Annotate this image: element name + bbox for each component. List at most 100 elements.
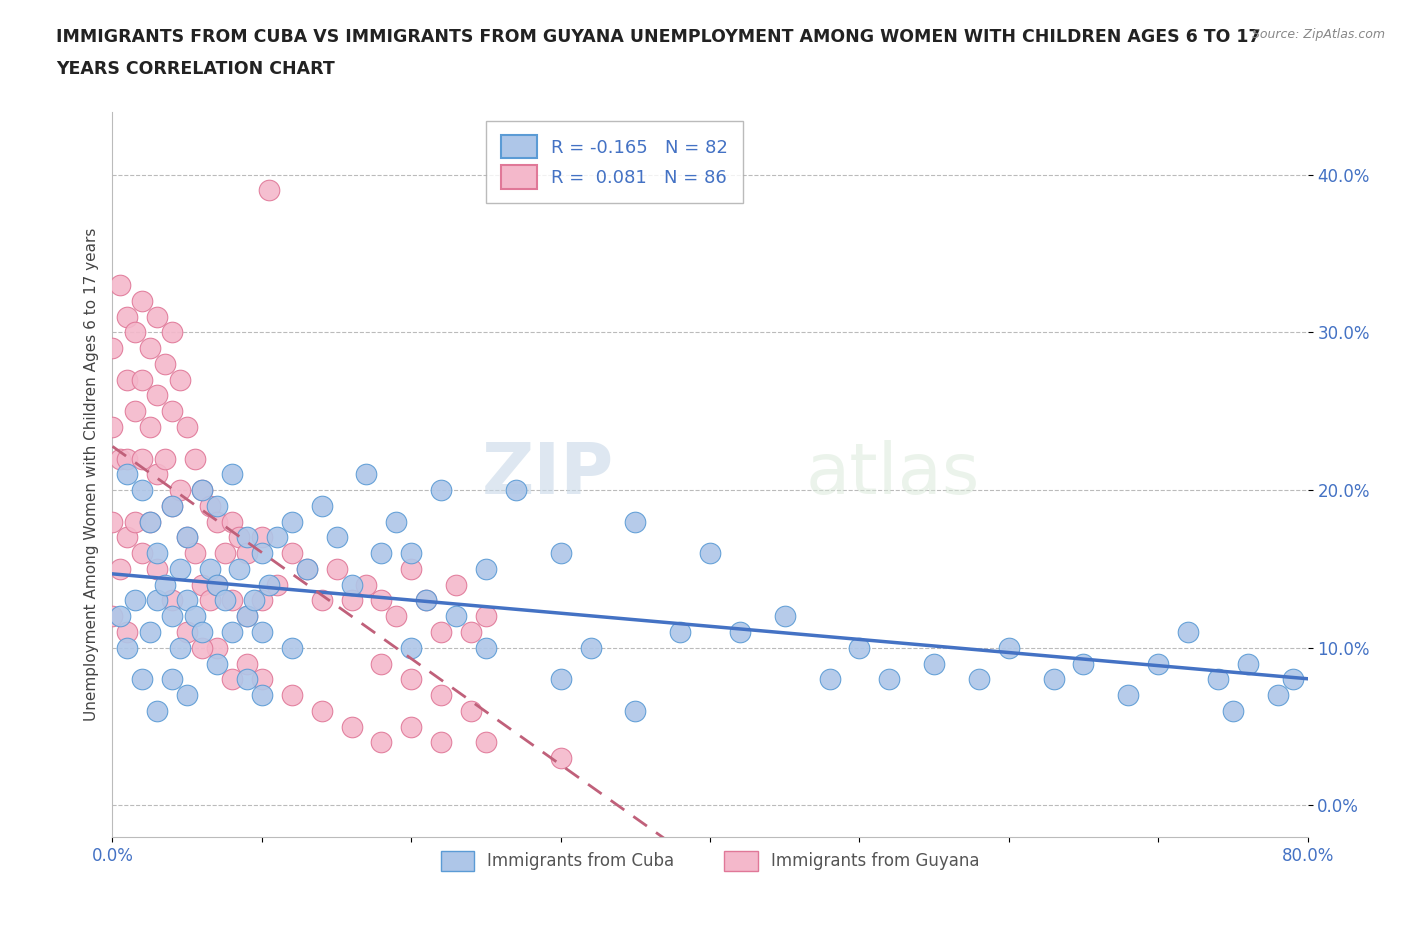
Point	[176, 687, 198, 702]
Point	[401, 719, 423, 734]
Point	[460, 625, 482, 640]
Point	[281, 687, 304, 702]
Point	[205, 498, 228, 513]
Point	[1206, 671, 1229, 686]
Point	[131, 671, 153, 686]
Point	[183, 451, 205, 466]
Point	[266, 530, 288, 545]
Point	[146, 593, 169, 608]
Point	[108, 451, 131, 466]
Text: IMMIGRANTS FROM CUBA VS IMMIGRANTS FROM GUYANA UNEMPLOYMENT AMONG WOMEN WITH CHI: IMMIGRANTS FROM CUBA VS IMMIGRANTS FROM …	[56, 28, 1261, 46]
Point	[624, 514, 647, 529]
Point	[117, 641, 139, 656]
Point	[236, 656, 259, 671]
Point	[1147, 656, 1170, 671]
Point	[550, 671, 572, 686]
Legend: Immigrants from Cuba, Immigrants from Guyana: Immigrants from Cuba, Immigrants from Gu…	[432, 843, 988, 880]
Point	[430, 625, 453, 640]
Point	[1281, 671, 1303, 686]
Point	[205, 578, 228, 592]
Point	[250, 625, 273, 640]
Point	[236, 609, 259, 624]
Point	[162, 404, 183, 418]
Point	[1177, 625, 1199, 640]
Point	[250, 593, 273, 608]
Point	[1118, 687, 1140, 702]
Point	[1267, 687, 1289, 702]
Point	[146, 546, 169, 561]
Point	[198, 498, 221, 513]
Point	[401, 671, 423, 686]
Point	[117, 451, 139, 466]
Point	[176, 593, 198, 608]
Point	[146, 309, 169, 324]
Point	[214, 546, 236, 561]
Point	[146, 562, 169, 577]
Point	[1042, 671, 1064, 686]
Point	[550, 546, 572, 561]
Point	[415, 593, 437, 608]
Point	[370, 593, 392, 608]
Point	[191, 625, 214, 640]
Point	[370, 546, 392, 561]
Point	[162, 498, 183, 513]
Point	[131, 372, 153, 387]
Point	[370, 656, 392, 671]
Point	[117, 467, 139, 482]
Point	[295, 562, 318, 577]
Point	[550, 751, 572, 765]
Text: YEARS CORRELATION CHART: YEARS CORRELATION CHART	[56, 60, 335, 78]
Point	[198, 593, 221, 608]
Point	[117, 625, 139, 640]
Point	[117, 309, 139, 324]
Point	[1222, 703, 1244, 718]
Point	[818, 671, 841, 686]
Point	[176, 530, 198, 545]
Point	[214, 593, 236, 608]
Point	[624, 703, 647, 718]
Point	[124, 593, 146, 608]
Point	[191, 483, 214, 498]
Point	[281, 546, 304, 561]
Point	[266, 578, 288, 592]
Point	[356, 578, 378, 592]
Point	[259, 183, 281, 198]
Point	[139, 340, 162, 355]
Point	[401, 546, 423, 561]
Point	[430, 483, 453, 498]
Point	[176, 530, 198, 545]
Point	[191, 483, 214, 498]
Point	[131, 546, 153, 561]
Point	[221, 593, 243, 608]
Text: Source: ZipAtlas.com: Source: ZipAtlas.com	[1251, 28, 1385, 41]
Point	[236, 671, 259, 686]
Point	[205, 656, 228, 671]
Point	[124, 404, 146, 418]
Point	[311, 703, 333, 718]
Point	[922, 656, 945, 671]
Point	[325, 530, 347, 545]
Point	[460, 703, 482, 718]
Point	[169, 562, 191, 577]
Point	[879, 671, 901, 686]
Point	[848, 641, 870, 656]
Point	[579, 641, 602, 656]
Point	[153, 451, 176, 466]
Point	[250, 546, 273, 561]
Point	[1073, 656, 1095, 671]
Point	[250, 530, 273, 545]
Point	[311, 498, 333, 513]
Point	[505, 483, 527, 498]
Point	[221, 514, 243, 529]
Point	[101, 514, 124, 529]
Point	[221, 625, 243, 640]
Point	[117, 530, 139, 545]
Point	[124, 325, 146, 339]
Point	[139, 625, 162, 640]
Point	[340, 719, 363, 734]
Point	[430, 687, 453, 702]
Point	[475, 735, 498, 750]
Point	[444, 578, 467, 592]
Point	[101, 340, 124, 355]
Text: ZIP: ZIP	[482, 440, 614, 509]
